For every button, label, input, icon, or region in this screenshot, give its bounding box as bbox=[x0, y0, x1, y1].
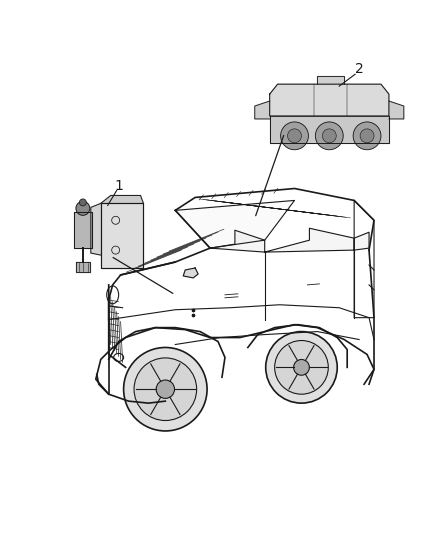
Text: 2: 2 bbox=[355, 62, 364, 76]
Circle shape bbox=[266, 332, 337, 403]
Text: 1: 1 bbox=[114, 179, 123, 192]
Polygon shape bbox=[255, 101, 270, 119]
Circle shape bbox=[353, 122, 381, 150]
Circle shape bbox=[76, 201, 90, 215]
Polygon shape bbox=[270, 84, 389, 116]
Polygon shape bbox=[101, 196, 144, 204]
Polygon shape bbox=[175, 200, 294, 248]
Polygon shape bbox=[210, 230, 265, 252]
Circle shape bbox=[288, 129, 301, 143]
Polygon shape bbox=[270, 116, 389, 143]
Circle shape bbox=[293, 359, 309, 375]
Circle shape bbox=[156, 380, 174, 398]
Circle shape bbox=[79, 199, 86, 206]
Circle shape bbox=[360, 129, 374, 143]
Polygon shape bbox=[76, 262, 90, 272]
Circle shape bbox=[281, 122, 308, 150]
Circle shape bbox=[124, 348, 207, 431]
Polygon shape bbox=[354, 232, 369, 250]
Circle shape bbox=[134, 358, 197, 421]
Polygon shape bbox=[101, 204, 144, 268]
Circle shape bbox=[315, 122, 343, 150]
Polygon shape bbox=[389, 101, 404, 119]
Polygon shape bbox=[183, 268, 198, 278]
Circle shape bbox=[322, 129, 336, 143]
Polygon shape bbox=[74, 212, 92, 248]
Polygon shape bbox=[91, 204, 101, 255]
Circle shape bbox=[275, 341, 328, 394]
Polygon shape bbox=[265, 228, 354, 252]
Polygon shape bbox=[318, 76, 344, 84]
